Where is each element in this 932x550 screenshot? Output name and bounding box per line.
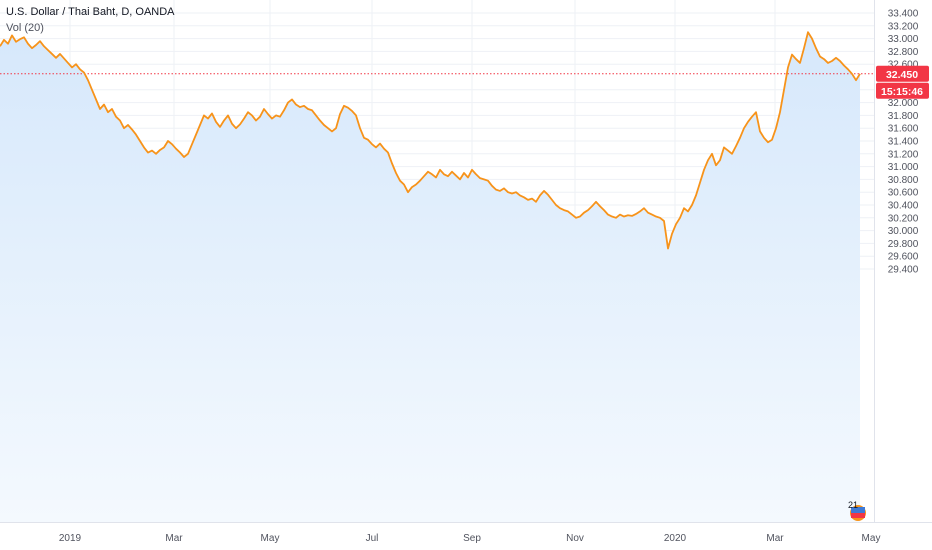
y-tick-label: 32.000 (888, 98, 919, 109)
countdown-tag-bg (876, 82, 929, 99)
y-tick-label: 30.000 (888, 226, 919, 237)
y-tick-label: 31.800 (888, 111, 919, 122)
time-axis[interactable]: 2019 Mar May Jul Sep Nov 2020 Mar May (59, 533, 881, 544)
y-tick-label: 29.400 (888, 265, 919, 276)
y-tick-label: 30.800 (888, 175, 919, 186)
x-tick-label: Mar (766, 533, 784, 544)
x-tick-label: Nov (566, 533, 584, 544)
y-tick-label: 33.000 (888, 34, 919, 45)
countdown-tag-value: 15:15:46 (881, 86, 923, 98)
y-tick-label: 32.800 (888, 47, 919, 58)
y-tick-label: 31.600 (888, 124, 919, 135)
price-series-line (0, 31, 861, 250)
last-price-tag: 32.450 15:15:46 (876, 65, 929, 99)
calendar-flag-icon[interactable] (850, 505, 866, 521)
y-tick-label: 32.600 (888, 60, 919, 71)
x-tick-label: Jul (366, 533, 379, 544)
events-badge-count[interactable]: 21 (848, 500, 859, 510)
x-tick-label: 2019 (59, 533, 82, 544)
indicator-label[interactable]: Vol (20) (6, 22, 44, 34)
x-tick-label: May (862, 533, 881, 544)
y-tick-label: 33.200 (888, 21, 919, 32)
y-tick-label: 31.000 (888, 162, 919, 173)
x-tick-label: Mar (165, 533, 183, 544)
y-tick-label: 30.200 (888, 213, 919, 224)
x-tick-label: 2020 (664, 533, 687, 544)
price-area-fill (0, 32, 860, 522)
y-tick-label: 31.200 (888, 149, 919, 160)
x-tick-label: Sep (463, 533, 481, 544)
chart-legend: U.S. Dollar / Thai Baht, D, OANDA Vol (2… (6, 4, 175, 36)
y-tick-label: 29.800 (888, 239, 919, 250)
last-price-tag-bg (876, 65, 929, 82)
y-tick-label: 30.600 (888, 188, 919, 199)
last-price-tag-value: 32.450 (886, 69, 918, 81)
y-tick-label: 29.600 (888, 252, 919, 263)
y-tick-label: 33.400 (888, 9, 919, 20)
y-tick-label: 30.400 (888, 201, 919, 212)
symbol-title[interactable]: U.S. Dollar / Thai Baht, D, OANDA (6, 6, 175, 18)
x-tick-label: May (261, 533, 280, 544)
y-tick-label: 31.400 (888, 137, 919, 148)
price-axis[interactable]: 33.40033.20033.00032.80032.60032.20032.0… (888, 9, 919, 276)
